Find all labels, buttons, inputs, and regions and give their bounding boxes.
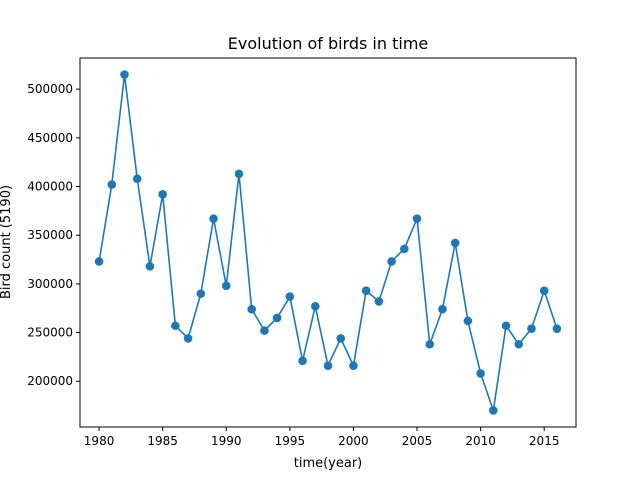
data-point	[489, 406, 498, 415]
data-point	[552, 324, 562, 333]
y-axis-ticks: 200000 250000 300000 350000 400000 450000 5000…	[27, 82, 80, 388]
data-point	[183, 334, 193, 343]
x-tick-label: 2005	[402, 434, 433, 448]
data-point	[438, 304, 447, 314]
x-axis-label: time(year)	[294, 456, 363, 471]
y-tick-label: 350000	[27, 228, 73, 242]
data-point	[463, 316, 473, 326]
data-point	[234, 169, 244, 179]
data-point	[374, 297, 384, 306]
data-point	[412, 214, 422, 223]
y-tick-label: 400000	[27, 180, 73, 194]
data-point	[450, 238, 460, 248]
data-point	[539, 286, 549, 295]
chart-title: Evolution of birds in time	[228, 34, 429, 53]
data-point	[425, 339, 435, 349]
plot-frame	[79, 57, 577, 428]
data-point	[476, 369, 485, 378]
data-point	[107, 180, 117, 189]
data-point	[336, 334, 346, 343]
y-tick-label: 250000	[27, 326, 73, 340]
x-tick-label: 2015	[529, 434, 560, 448]
data-point	[349, 361, 358, 370]
data-point	[132, 174, 142, 184]
x-tick-label: 2000	[338, 434, 369, 448]
y-tick-label: 450000	[27, 131, 73, 145]
y-tick-label: 300000	[27, 277, 73, 291]
data-point	[400, 244, 409, 254]
x-tick-label: 1980	[84, 434, 115, 448]
data-point	[323, 361, 333, 370]
x-tick-label: 1995	[275, 434, 306, 448]
data-point	[120, 70, 129, 79]
data-point	[260, 326, 269, 335]
data-point	[361, 286, 371, 295]
y-axis-label: Bird count (5190)	[0, 185, 14, 299]
y-tick-label: 500000	[27, 82, 73, 96]
data-point	[145, 262, 155, 271]
series-group	[94, 70, 562, 415]
data-point	[94, 257, 104, 266]
data-point	[285, 292, 295, 301]
data-point	[501, 321, 511, 331]
x-axis-ticks: 1980 1985 1990 1995 2000 2005 2010 2015	[84, 427, 560, 448]
data-point	[310, 301, 320, 311]
data-point	[221, 281, 231, 291]
data-point	[387, 257, 396, 266]
data-point	[158, 190, 167, 199]
data-point	[298, 356, 307, 366]
data-point	[171, 321, 180, 331]
x-tick-label: 1985	[147, 434, 178, 448]
y-tick-label: 200000	[27, 374, 73, 388]
x-tick-label: 2010	[465, 434, 496, 448]
data-point	[514, 339, 524, 349]
data-point	[527, 324, 536, 333]
x-tick-label: 1990	[211, 434, 242, 448]
data-point	[209, 214, 218, 223]
data-point	[196, 289, 206, 298]
data-point	[272, 313, 282, 323]
data-point	[247, 304, 256, 314]
